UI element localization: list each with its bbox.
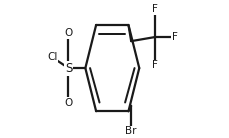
Text: F: F xyxy=(151,4,157,14)
Text: Br: Br xyxy=(125,126,136,136)
Text: O: O xyxy=(64,98,72,108)
Text: F: F xyxy=(151,60,157,70)
Text: F: F xyxy=(171,32,177,42)
Text: Cl: Cl xyxy=(47,52,57,62)
Text: S: S xyxy=(65,62,72,75)
Text: O: O xyxy=(64,28,72,38)
